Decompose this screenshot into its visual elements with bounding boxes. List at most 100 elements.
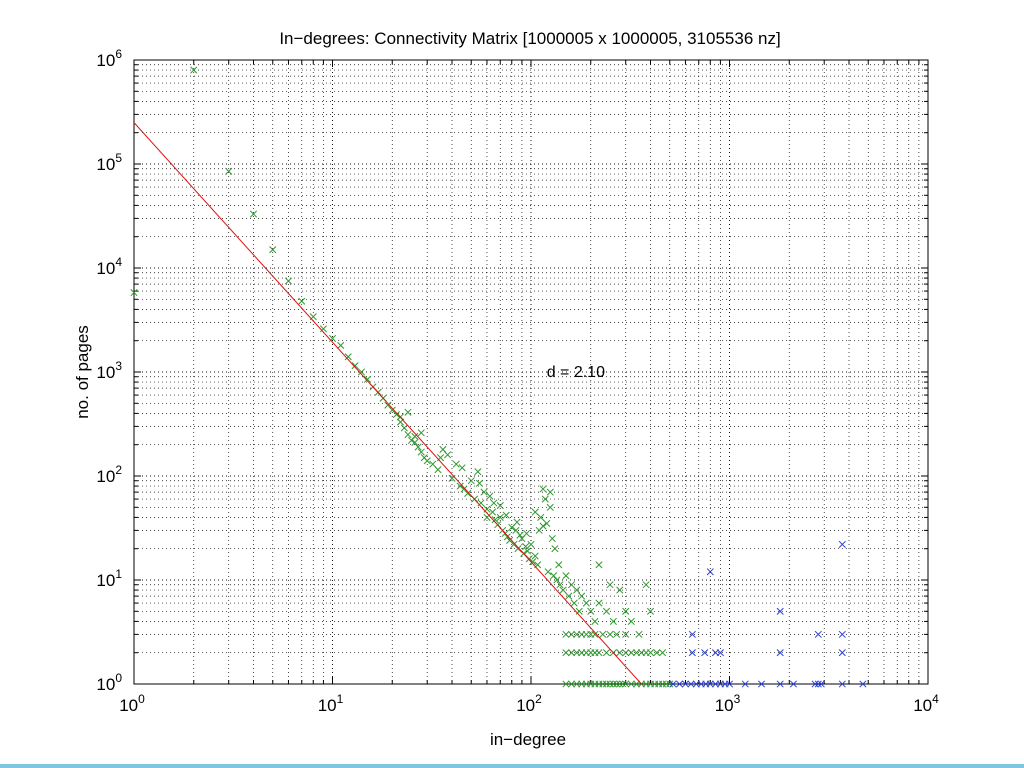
data-point [817, 680, 825, 688]
series-blue [669, 540, 867, 688]
y-axis-label: no. of pages [73, 325, 92, 419]
data-point [562, 680, 570, 688]
data-point [298, 297, 306, 305]
data-point [502, 511, 510, 519]
data-point [496, 501, 504, 510]
data-point [319, 325, 327, 333]
data-point [602, 607, 611, 615]
data-point [595, 561, 603, 569]
data-point [706, 680, 714, 688]
data-point [404, 431, 412, 439]
data-point [622, 607, 630, 615]
data-point [543, 519, 551, 527]
data-point [467, 477, 475, 485]
data-point [546, 503, 554, 511]
data-point [838, 630, 846, 638]
data-point [249, 210, 258, 218]
data-point [225, 167, 233, 175]
data-point [653, 649, 661, 657]
data-point [789, 680, 798, 688]
y-tick-label: 100 [96, 671, 122, 694]
data-point [757, 680, 766, 688]
y-tick-label: 103 [96, 359, 122, 382]
data-point [559, 586, 567, 594]
data-point [814, 630, 822, 638]
data-point [578, 592, 586, 600]
data-point [423, 457, 431, 465]
data-point [513, 518, 521, 526]
data-point [602, 649, 611, 657]
data-point [666, 680, 674, 688]
data-point [706, 568, 714, 576]
data-point [512, 526, 520, 534]
y-tick-label: 102 [96, 463, 122, 486]
data-point [622, 649, 630, 657]
data-point [582, 599, 590, 607]
data-point [496, 513, 504, 521]
data-point [701, 649, 709, 657]
data-point [595, 599, 603, 607]
data-point [458, 464, 466, 472]
data-point [337, 341, 345, 350]
data-point [565, 592, 573, 600]
data-point [553, 576, 561, 584]
data-point [716, 649, 724, 657]
data-point [417, 448, 425, 456]
data-point [646, 649, 655, 657]
data-point [776, 649, 784, 657]
data-point [523, 529, 531, 538]
data-point [562, 630, 570, 638]
data-point [548, 535, 556, 543]
data-point [838, 540, 846, 548]
data-point [599, 630, 607, 638]
data-point [269, 246, 277, 254]
data-point [659, 649, 667, 657]
data-point [776, 680, 784, 688]
data-point [606, 630, 614, 638]
data-point [130, 289, 138, 297]
data-point [529, 558, 537, 566]
data-point [681, 680, 690, 688]
data-point [546, 488, 554, 496]
data-point [444, 451, 452, 459]
data-point [609, 680, 617, 688]
y-tick-label: 104 [96, 255, 122, 278]
data-point [539, 522, 547, 530]
data-point [567, 680, 576, 688]
data-point [400, 424, 408, 432]
data-point [404, 408, 412, 416]
data-point [490, 499, 498, 507]
data-point [541, 495, 549, 503]
data-point [595, 649, 603, 657]
bottom-bar [0, 764, 1024, 768]
data-point [675, 680, 684, 688]
data-point [609, 617, 617, 625]
data-point [616, 680, 624, 688]
data-point [491, 516, 499, 524]
data-point [486, 492, 494, 500]
data-point [531, 508, 539, 516]
chart-title: In−degrees: Connectivity Matrix [1000005… [279, 29, 780, 48]
data-point [555, 561, 563, 569]
data-point [669, 680, 677, 688]
data-point [411, 438, 419, 447]
data-point [477, 499, 485, 507]
data-point [776, 607, 784, 615]
data-point [514, 545, 522, 553]
data-point [635, 630, 643, 638]
x-tick-label: 103 [715, 692, 741, 715]
data-point [456, 482, 464, 490]
data-point [591, 630, 599, 638]
data-point [811, 680, 819, 688]
data-point [688, 649, 696, 657]
data-point [587, 607, 595, 615]
data-point [544, 568, 552, 576]
data-point [357, 368, 366, 376]
data-point [460, 485, 468, 493]
data-point [344, 353, 352, 361]
data-point [567, 649, 576, 657]
fit-line [133, 122, 642, 685]
data-point [606, 581, 614, 589]
x-tick-label: 104 [913, 692, 939, 715]
